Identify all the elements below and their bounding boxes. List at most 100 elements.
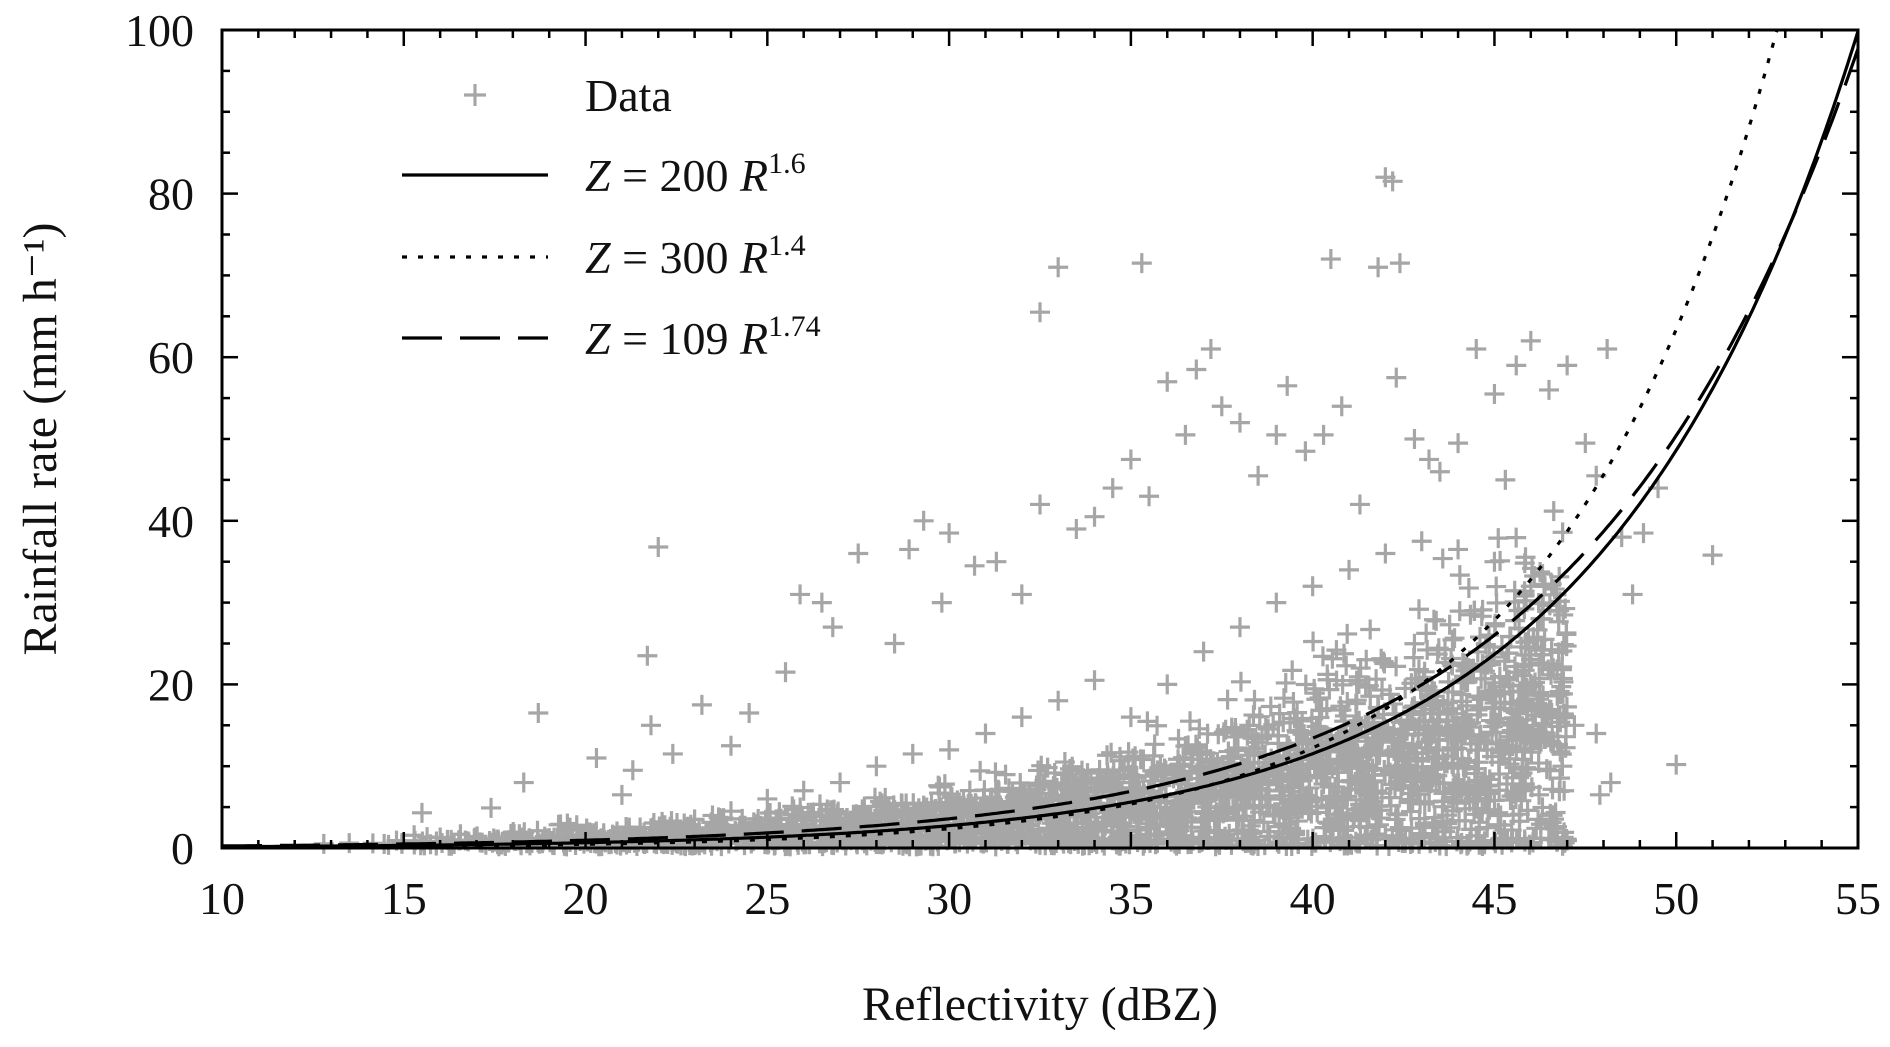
data-point <box>1368 257 1389 278</box>
data-point <box>1472 835 1493 856</box>
data-point <box>1066 518 1087 539</box>
data-point <box>1460 604 1481 625</box>
data-point <box>1107 821 1128 842</box>
data-point <box>1395 678 1416 699</box>
data-point <box>1439 614 1460 635</box>
x-tick-label: 45 <box>1471 873 1517 924</box>
data-point <box>1358 806 1379 827</box>
data-point <box>1277 375 1298 396</box>
data-point <box>1507 662 1528 683</box>
data-point <box>1120 449 1141 470</box>
legend-exponent: 1.4 <box>768 229 806 262</box>
data-point <box>1541 574 1562 595</box>
data-point <box>1099 775 1120 796</box>
data-point <box>1255 717 1276 738</box>
data-point <box>1304 683 1325 704</box>
data-point <box>1444 739 1465 760</box>
data-point <box>720 735 741 756</box>
data-point <box>1119 834 1140 855</box>
x-tick-label: 35 <box>1108 873 1154 924</box>
data-point <box>1371 648 1392 669</box>
data-point <box>1499 754 1520 775</box>
data-point <box>1170 804 1191 825</box>
data-point <box>1287 811 1308 832</box>
data-point <box>1129 805 1150 826</box>
data-point <box>1413 824 1434 845</box>
y-tick-label: 100 <box>125 5 194 56</box>
data-point <box>1312 646 1333 667</box>
data-point <box>822 617 843 638</box>
data-point <box>1444 628 1465 649</box>
data-point <box>1464 601 1485 622</box>
data-point <box>1385 809 1406 830</box>
data-point <box>1215 826 1236 847</box>
data-point <box>1360 686 1381 707</box>
data-point <box>852 802 873 823</box>
legend-var-z: Z <box>585 150 611 201</box>
data-point <box>1230 671 1251 692</box>
data-point <box>1046 822 1067 843</box>
data-point <box>1109 746 1130 767</box>
data-point <box>1225 722 1246 743</box>
data-point <box>1268 833 1289 854</box>
data-point <box>1322 758 1343 779</box>
data-point <box>716 817 737 838</box>
data-point <box>899 539 920 560</box>
data-point <box>841 818 862 839</box>
plot-frame <box>220 28 1860 850</box>
data-point <box>981 787 1002 808</box>
data-point <box>775 662 796 683</box>
data-point <box>1511 765 1532 786</box>
data-point <box>1378 836 1399 857</box>
data-point <box>1434 753 1455 774</box>
data-point <box>1543 501 1564 522</box>
data-point <box>1408 659 1429 680</box>
data-point <box>1360 740 1381 761</box>
legend-var-r: R <box>739 232 768 283</box>
data-point <box>973 802 994 823</box>
data-point <box>1011 822 1032 843</box>
data-point <box>1030 302 1050 323</box>
y-tick-label: 20 <box>148 659 194 710</box>
data-point <box>1404 429 1425 449</box>
data-point <box>1597 339 1618 360</box>
data-point <box>1010 772 1031 793</box>
data-point <box>1048 257 1069 278</box>
data-point <box>1037 757 1058 778</box>
data-point <box>1097 745 1118 766</box>
data-point <box>550 814 571 835</box>
data-point <box>1523 828 1544 849</box>
data-point <box>924 825 945 846</box>
data-point <box>1200 797 1221 818</box>
data-point <box>1467 770 1488 791</box>
data-point <box>1470 627 1491 648</box>
data-point <box>411 802 432 823</box>
data-point <box>1299 777 1320 798</box>
data-point <box>1416 737 1437 758</box>
data-point <box>1416 623 1437 644</box>
x-tick-label: 10 <box>199 873 245 924</box>
data-point <box>1448 433 1469 454</box>
y-tick-label: 40 <box>148 496 194 547</box>
data-point <box>1429 835 1450 856</box>
curve-dashed <box>222 48 1860 848</box>
data-point <box>1495 469 1516 490</box>
data-point <box>1362 771 1383 792</box>
data-point <box>481 797 502 818</box>
axis-ticks <box>220 28 1860 850</box>
data-point <box>1514 581 1535 602</box>
data-point <box>1239 715 1260 736</box>
data-point <box>1084 506 1105 527</box>
data-point <box>1494 651 1515 672</box>
data-point <box>790 584 811 605</box>
data-point <box>1131 253 1152 274</box>
data-point <box>1503 805 1524 826</box>
data-point <box>1033 827 1054 848</box>
data-point <box>1291 798 1312 819</box>
data-point <box>1589 784 1610 805</box>
data-point <box>1536 703 1557 724</box>
data-point <box>1557 355 1578 376</box>
data-point <box>1457 714 1478 735</box>
data-point <box>1506 724 1527 745</box>
data-point <box>1242 728 1263 749</box>
